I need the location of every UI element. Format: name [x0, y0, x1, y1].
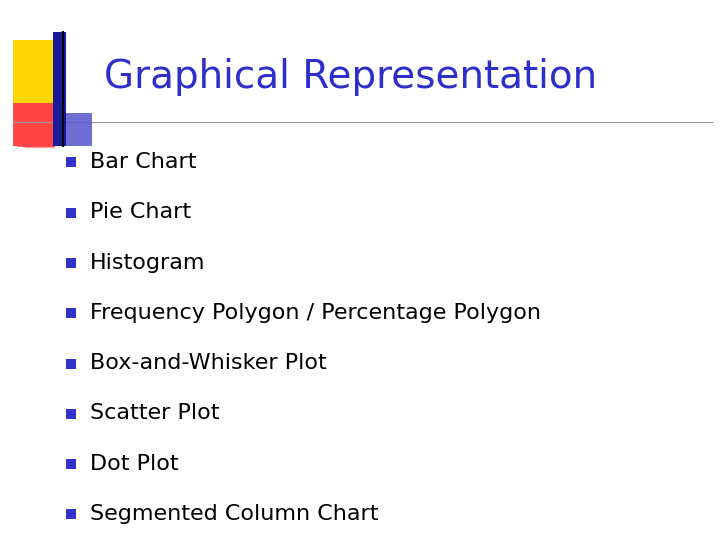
Bar	[53, 113, 92, 146]
Bar	[17, 102, 55, 146]
Text: Bar Chart: Bar Chart	[90, 152, 197, 172]
Bar	[66, 459, 76, 469]
Bar	[66, 157, 76, 167]
Bar	[27, 108, 55, 148]
Bar	[66, 258, 76, 268]
Text: Histogram: Histogram	[90, 253, 205, 273]
Text: Segmented Column Chart: Segmented Column Chart	[90, 504, 379, 524]
Bar	[66, 509, 76, 519]
Text: Frequency Polygon / Percentage Polygon: Frequency Polygon / Percentage Polygon	[90, 303, 541, 323]
Bar	[25, 107, 55, 148]
Bar	[66, 308, 76, 318]
Text: Scatter Plot: Scatter Plot	[90, 403, 220, 423]
Text: Dot Plot: Dot Plot	[90, 454, 179, 474]
Bar	[13, 40, 62, 103]
Text: Box-and-Whisker Plot: Box-and-Whisker Plot	[90, 353, 327, 373]
Bar	[13, 100, 55, 146]
Bar	[15, 101, 55, 146]
Bar	[53, 32, 66, 146]
Bar	[66, 359, 76, 369]
Bar	[66, 409, 76, 419]
Text: Pie Chart: Pie Chart	[90, 202, 191, 222]
Bar	[66, 207, 76, 218]
Bar	[19, 103, 55, 147]
Text: Graphical Representation: Graphical Representation	[104, 58, 598, 96]
Bar	[23, 106, 55, 148]
Bar	[13, 100, 55, 146]
Bar	[21, 105, 55, 147]
